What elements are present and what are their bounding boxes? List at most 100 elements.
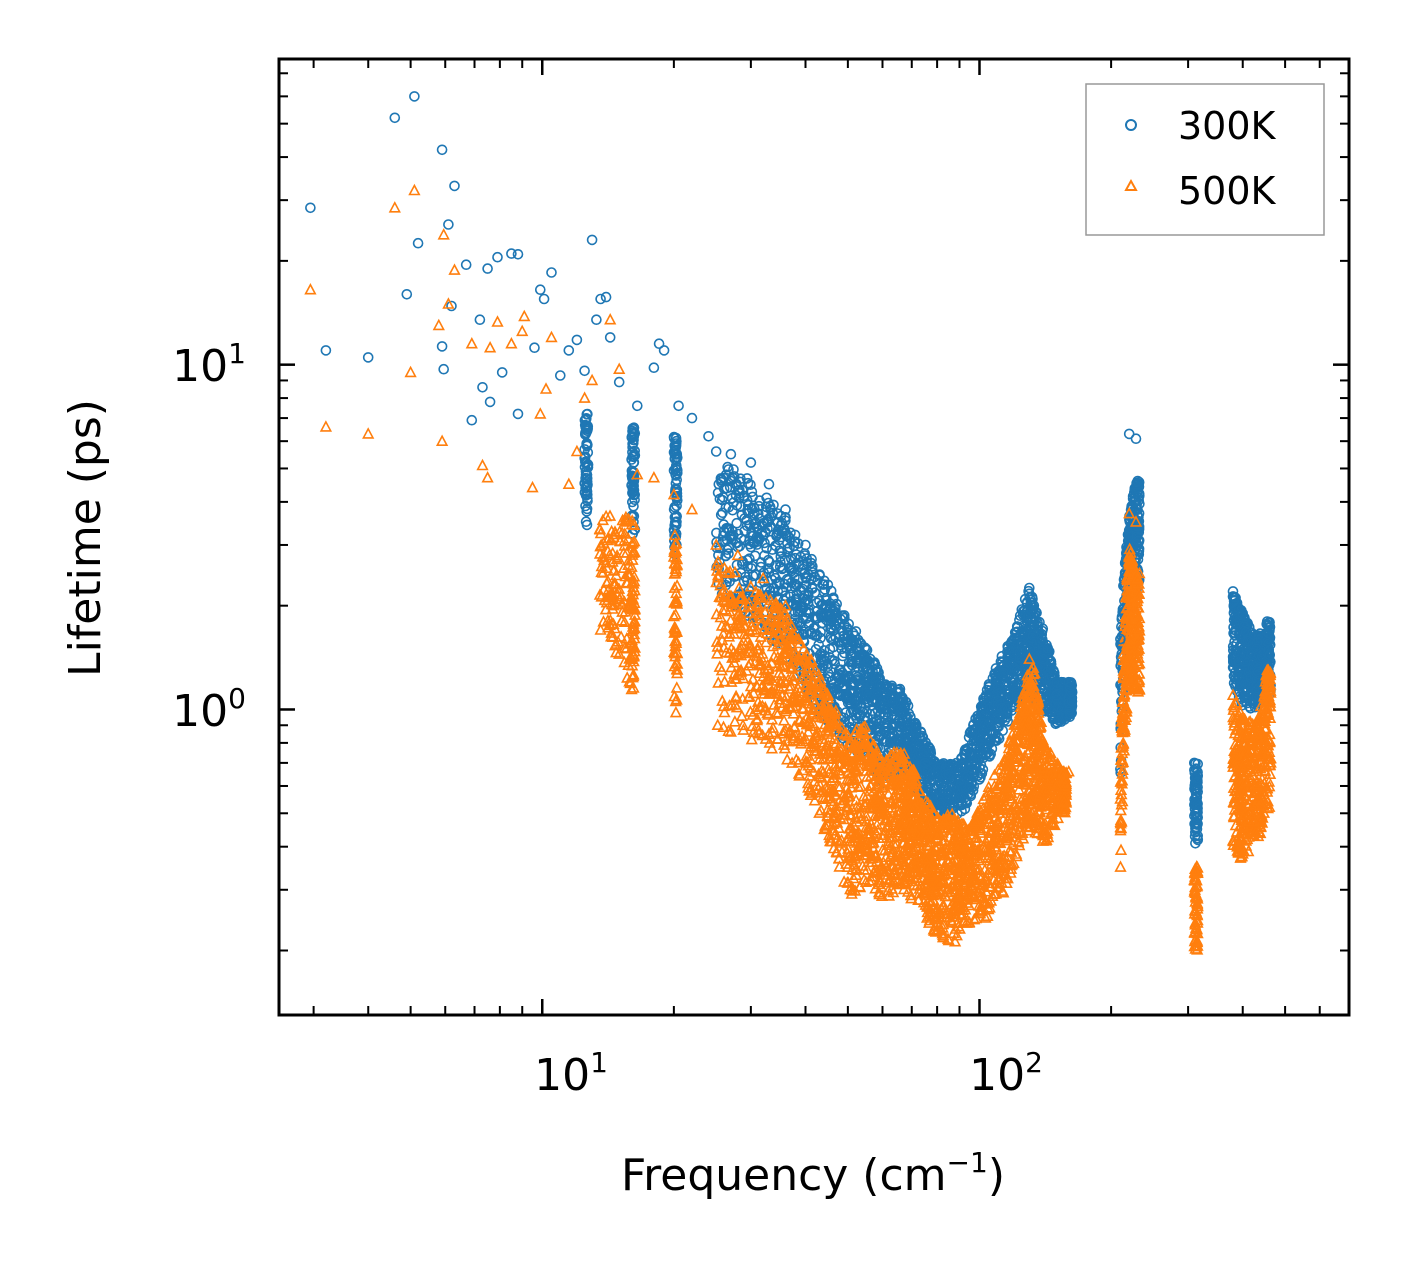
cloud-point xyxy=(881,722,893,734)
cloud-point xyxy=(827,593,839,605)
cloud-point xyxy=(752,536,764,547)
cloud-point xyxy=(915,726,927,738)
cloud-point xyxy=(861,671,873,682)
cloud-point xyxy=(746,560,758,572)
cloud-point xyxy=(581,519,593,531)
cloud-point xyxy=(843,641,855,653)
cloud-point xyxy=(670,432,682,444)
cloud-point xyxy=(842,671,854,683)
cloud-point xyxy=(843,618,855,630)
cloud-point xyxy=(713,549,724,561)
cloud-point xyxy=(715,509,727,521)
cloud-point xyxy=(626,454,637,465)
cloud-point xyxy=(742,477,754,489)
cloud-point xyxy=(782,543,793,555)
cloud-point xyxy=(861,644,873,656)
cloud-point xyxy=(671,467,683,479)
cloud-point xyxy=(734,487,746,499)
cloud-point xyxy=(864,692,875,704)
cloud-point xyxy=(670,511,682,523)
cloud-point xyxy=(903,720,914,731)
cloud-point xyxy=(770,540,781,552)
cloud-point xyxy=(802,597,814,609)
cloud-point xyxy=(757,570,769,581)
cloud-point xyxy=(846,686,858,697)
cloud-point xyxy=(854,649,865,661)
cloud-point xyxy=(582,408,593,420)
cloud-point xyxy=(901,726,913,737)
cloud-point xyxy=(668,465,680,476)
cloud-point xyxy=(668,446,680,458)
cloud-point xyxy=(732,485,744,497)
cloud-point xyxy=(842,661,854,673)
cloud-point xyxy=(669,445,681,456)
cloud-point xyxy=(806,553,817,565)
cloud-point xyxy=(795,551,807,563)
cloud-point xyxy=(861,706,873,718)
cloud-point xyxy=(776,547,788,558)
cloud-point xyxy=(814,570,825,581)
cloud-point xyxy=(671,490,683,502)
cloud-point xyxy=(627,438,638,450)
cloud-point xyxy=(776,563,788,575)
cloud-point xyxy=(844,692,856,704)
cloud-point xyxy=(759,537,770,549)
cloud-point xyxy=(881,693,893,705)
cloud-point xyxy=(629,494,640,506)
cloud-point xyxy=(762,513,774,525)
cloud-point xyxy=(779,578,790,590)
cloud-point xyxy=(748,536,760,548)
cloud-point xyxy=(807,567,819,578)
cloud-point xyxy=(579,414,591,426)
cloud-point xyxy=(750,569,762,581)
cloud-point xyxy=(832,614,843,626)
cloud-point xyxy=(626,496,638,508)
cloud-point xyxy=(918,745,930,757)
cloud-point xyxy=(785,589,796,601)
cloud-point xyxy=(725,473,737,485)
cloud-point xyxy=(741,473,753,484)
cloud-point xyxy=(941,793,952,805)
cloud-point xyxy=(878,733,890,745)
cloud-point xyxy=(581,425,593,437)
cloud-point xyxy=(850,626,862,637)
cloud-point xyxy=(862,655,874,667)
cloud-point xyxy=(776,585,788,596)
cloud-point xyxy=(898,720,909,732)
cloud-point xyxy=(789,536,800,548)
cloud-point xyxy=(580,482,591,494)
cloud-point xyxy=(669,517,681,528)
cloud-point xyxy=(720,550,731,562)
cloud-point xyxy=(801,553,813,564)
cloud-point xyxy=(761,583,773,594)
cloud-point xyxy=(925,783,937,795)
cloud-point xyxy=(722,461,733,473)
cloud-point xyxy=(671,474,683,486)
cloud-point xyxy=(809,571,821,583)
cloud-point xyxy=(581,438,592,450)
cloud-point xyxy=(786,577,797,589)
cloud-point xyxy=(845,639,857,651)
cloud-point xyxy=(717,507,728,519)
cloud-point xyxy=(870,694,882,705)
cloud-point xyxy=(580,427,591,439)
cloud-point xyxy=(772,585,784,597)
cloud-point xyxy=(830,621,842,633)
cloud-point xyxy=(754,495,765,506)
cloud-point xyxy=(825,631,836,643)
cloud-point xyxy=(861,687,873,698)
cloud-point xyxy=(749,507,760,519)
cloud-point xyxy=(878,703,890,714)
cloud-point xyxy=(749,550,761,562)
cloud-point xyxy=(844,645,856,656)
cloud-point xyxy=(717,536,729,548)
cloud-point xyxy=(728,464,739,475)
cloud-point xyxy=(711,536,722,548)
cloud-point xyxy=(731,517,743,529)
cloud-point xyxy=(763,567,775,578)
cloud-point xyxy=(746,486,758,498)
cloud-point xyxy=(922,764,933,776)
cloud-point xyxy=(580,500,591,512)
cloud-point xyxy=(722,573,733,584)
